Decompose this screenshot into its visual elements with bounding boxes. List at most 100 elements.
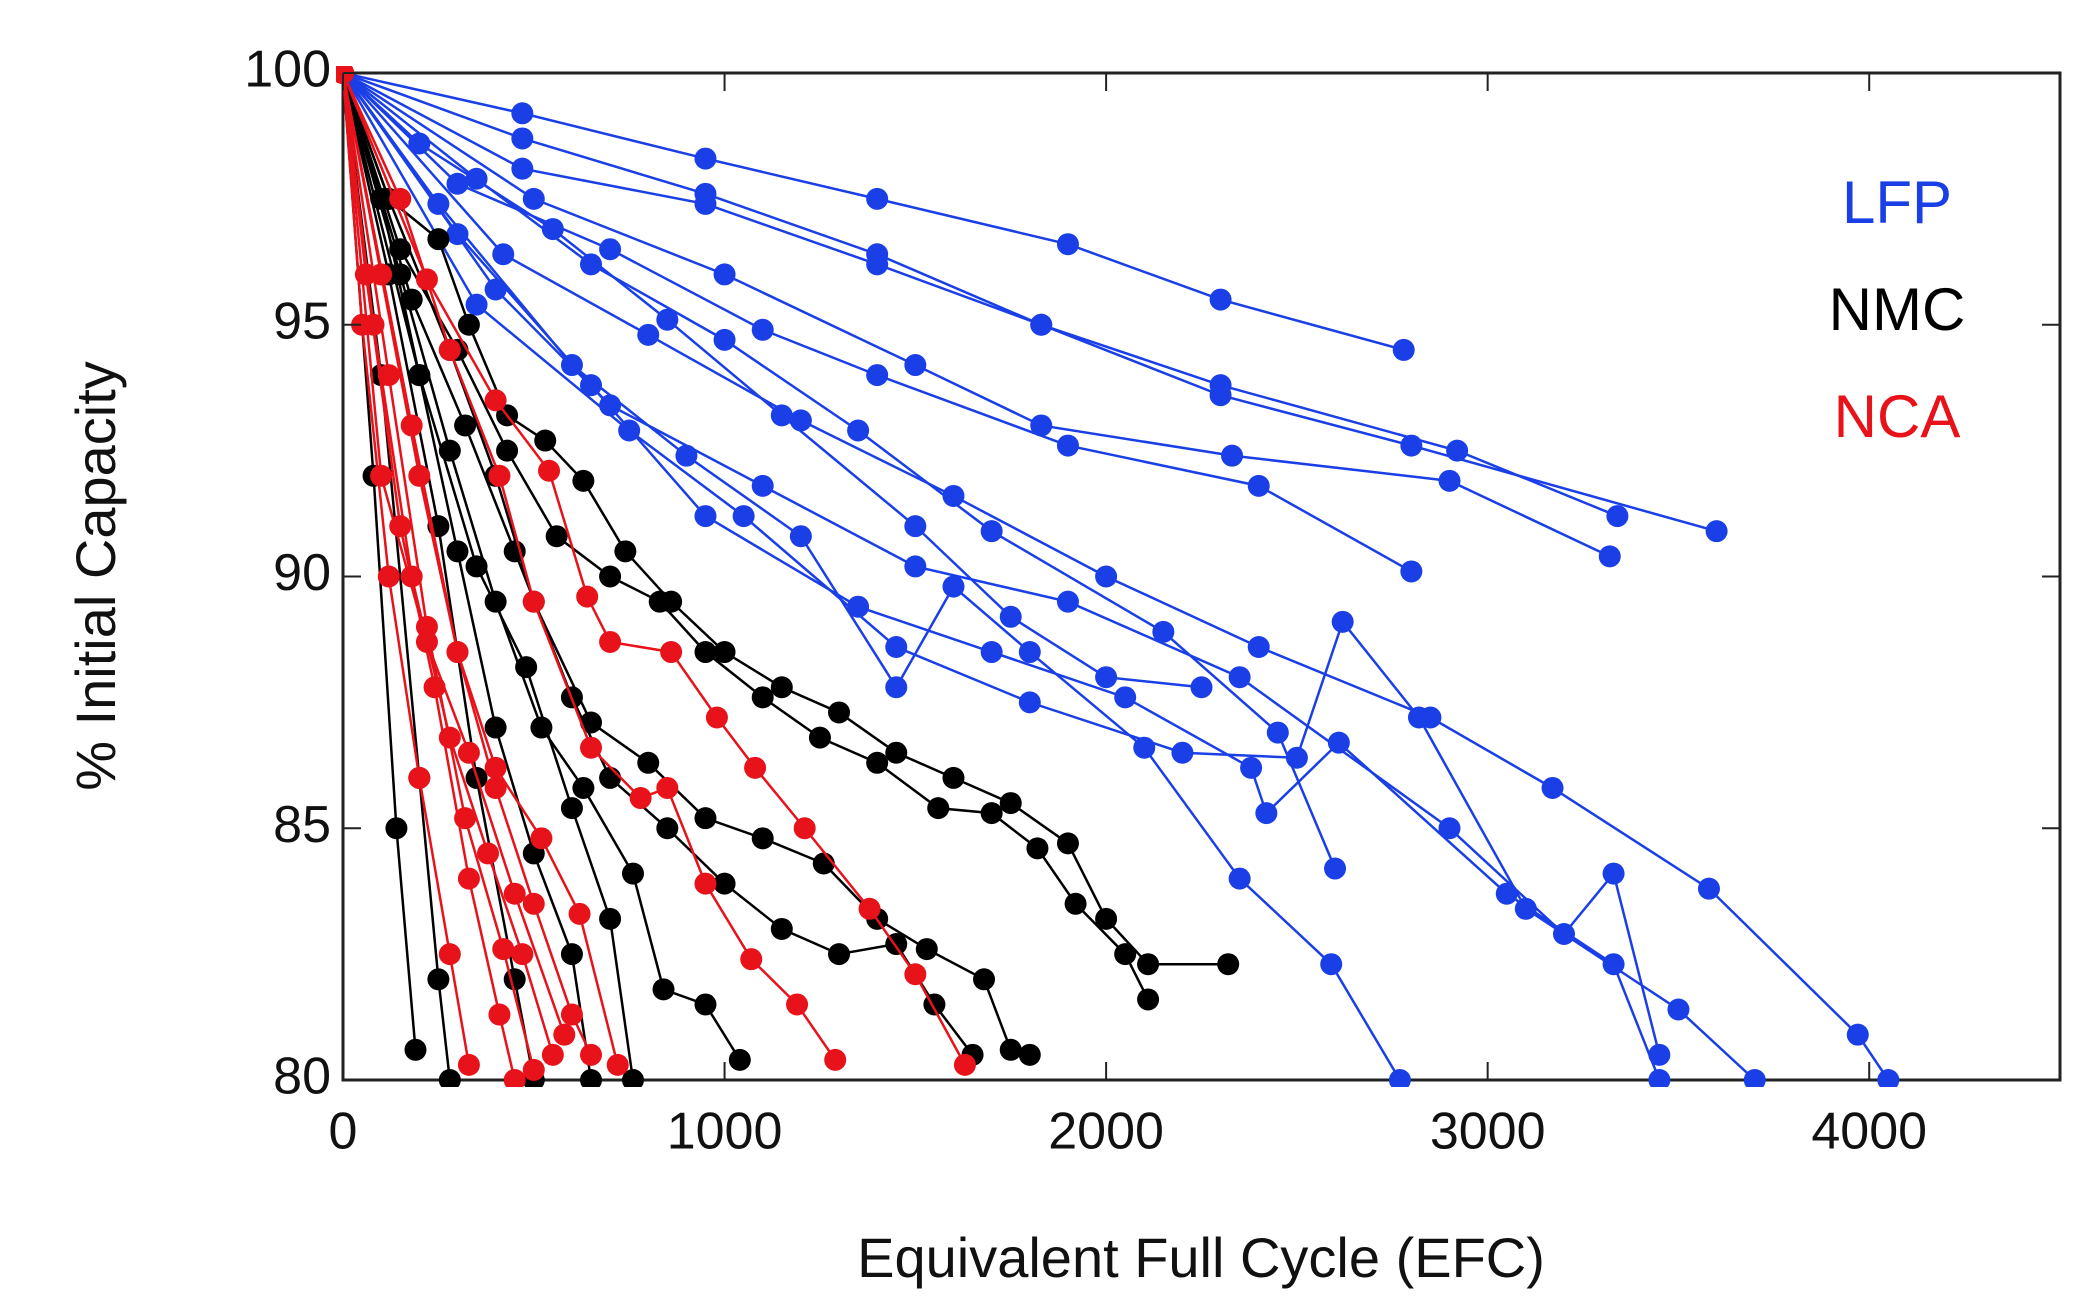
data-point	[973, 968, 996, 991]
data-point	[1228, 666, 1251, 689]
data-point	[1137, 988, 1160, 1011]
data-point	[1247, 635, 1270, 658]
data-point	[484, 776, 507, 799]
data-point	[484, 716, 507, 739]
data-point	[503, 1069, 526, 1087]
data-point	[1327, 731, 1350, 754]
data-point	[1392, 338, 1415, 361]
data-point	[648, 590, 671, 613]
data-point	[694, 505, 717, 528]
data-point	[732, 505, 755, 528]
data-point	[572, 469, 595, 492]
data-point	[446, 540, 469, 563]
data-point	[522, 590, 545, 613]
data-point	[656, 817, 679, 840]
data-point	[1247, 474, 1270, 497]
data-point	[408, 364, 431, 387]
data-point	[793, 817, 816, 840]
data-point	[476, 842, 499, 865]
data-point	[656, 308, 679, 331]
data-point	[999, 605, 1022, 628]
data-point	[408, 766, 431, 789]
data-point	[847, 595, 870, 618]
data-point	[1320, 953, 1343, 976]
data-point	[530, 827, 553, 850]
data-point	[824, 1048, 847, 1071]
data-point	[1018, 641, 1041, 664]
data-point	[522, 892, 545, 915]
data-point	[1495, 882, 1518, 905]
data-point	[1541, 776, 1564, 799]
data-point	[572, 776, 595, 799]
data-point	[568, 902, 591, 925]
data-point	[980, 641, 1003, 664]
data-point	[484, 590, 507, 613]
data-point	[1133, 736, 1156, 759]
data-point	[427, 192, 450, 215]
data-point	[457, 313, 480, 336]
series-line	[341, 72, 471, 1066]
data-point	[1228, 867, 1251, 890]
data-point	[538, 459, 561, 482]
data-point	[511, 102, 534, 125]
data-point	[1648, 1043, 1671, 1066]
y-tick-label: 100	[244, 41, 331, 99]
data-point	[751, 318, 774, 341]
series-line	[342, 72, 1412, 573]
data-point	[488, 1003, 511, 1026]
data-point	[621, 1069, 644, 1087]
data-point	[1095, 907, 1118, 930]
data-point	[1018, 1043, 1041, 1066]
data-point	[656, 776, 679, 799]
data-point	[1602, 862, 1625, 885]
data-point	[637, 323, 660, 346]
data-point	[541, 218, 564, 241]
data-point	[705, 706, 728, 729]
data-point	[488, 464, 511, 487]
data-point	[999, 1038, 1022, 1061]
y-axis-label: % Initial Capacity	[64, 361, 127, 791]
data-point	[1606, 505, 1629, 528]
data-point	[560, 1003, 583, 1026]
data-point	[553, 1023, 576, 1046]
data-point	[1648, 1069, 1671, 1087]
data-point	[713, 328, 736, 351]
x-tick-label: 3000	[1430, 1103, 1546, 1161]
data-point	[580, 1069, 603, 1087]
data-point	[408, 132, 431, 155]
data-point	[576, 585, 599, 608]
data-point	[465, 555, 488, 578]
data-point	[828, 943, 851, 966]
legend-label: NCA	[1834, 383, 1961, 450]
data-point	[545, 525, 568, 548]
data-point	[858, 897, 881, 920]
data-point	[580, 736, 603, 759]
data-point	[942, 484, 965, 507]
data-point	[1324, 857, 1347, 880]
data-point	[503, 882, 526, 905]
data-point	[1240, 756, 1263, 779]
series-line	[341, 72, 1401, 1081]
data-point	[866, 364, 889, 387]
data-point	[484, 756, 507, 779]
series-line	[342, 71, 1405, 352]
x-tick-label: 0	[329, 1103, 358, 1161]
data-point	[438, 1069, 461, 1087]
data-point	[522, 187, 545, 210]
y-tick-label: 80	[273, 1048, 331, 1106]
data-point	[770, 676, 793, 699]
data-point	[751, 474, 774, 497]
data-point	[904, 515, 927, 538]
data-point	[866, 187, 889, 210]
data-point	[1030, 313, 1053, 336]
data-point	[1030, 414, 1053, 437]
data-point	[599, 907, 622, 930]
data-point	[694, 147, 717, 170]
x-tick-label: 4000	[1811, 1103, 1927, 1161]
data-point	[828, 701, 851, 724]
data-point	[1171, 741, 1194, 764]
data-point	[457, 867, 480, 890]
data-point	[694, 807, 717, 830]
data-point	[660, 641, 683, 664]
